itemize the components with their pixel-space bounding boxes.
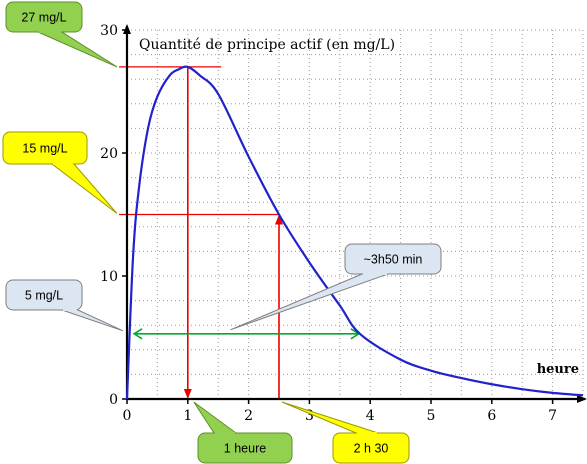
y-tick-label: 0 (109, 392, 118, 408)
callout-box (5, 279, 83, 311)
concentration-curve (125, 65, 584, 400)
callout-pointer (193, 401, 238, 434)
y-tick-label: 10 (100, 269, 118, 285)
callout-label: 2 h 30 (354, 442, 389, 456)
x-tick-label: 6 (487, 408, 496, 424)
x-tick-label: 2 (244, 408, 253, 424)
callout-pointer (281, 401, 379, 434)
grid (126, 29, 584, 400)
callout-duration: ~3h50 min (230, 243, 442, 331)
y-tick-label: 20 (100, 146, 118, 162)
x-tick-label: 4 (366, 408, 375, 424)
x-tick-label: 7 (548, 408, 557, 424)
callout-box (344, 243, 442, 275)
callout-label: 27 mg/L (21, 11, 66, 25)
x-tick-label: 5 (427, 408, 436, 424)
y-axis-arrowhead (123, 24, 131, 34)
callout-pointer (61, 309, 124, 332)
y-tick-label: 30 (100, 23, 118, 39)
callout-one-hour: 1 heure (193, 401, 293, 464)
curve-layer (125, 65, 584, 400)
callout-label: ~3h50 min (364, 253, 423, 267)
level-15-arrowhead (275, 214, 283, 225)
callout-pointer (50, 163, 118, 214)
axes: 0 1 2 3 4 5 6 7 0 10 20 30 Quantité de principe acti… (100, 23, 587, 424)
x-tick-label: 0 (123, 408, 132, 424)
x-tick-label: 1 (183, 408, 192, 424)
reference-lines (119, 66, 361, 399)
x-axis-arrowhead (577, 395, 587, 403)
callouts: 27 mg/L 15 mg/L 5 mg/L ~3h50 min 1 heure 2 h … (2, 1, 442, 464)
callout-5-mg: 5 mg/L (5, 279, 124, 332)
callout-label: 1 heure (224, 442, 266, 456)
callout-label: 5 mg/L (25, 289, 63, 303)
callout-box (197, 432, 293, 464)
callout-box (2, 131, 88, 165)
x-axis-title: heure (537, 362, 579, 377)
callout-27-mg: 27 mg/L (5, 1, 118, 68)
callout-15-mg: 15 mg/L (2, 131, 118, 214)
y-axis-title: Quantité de principe actif (en mg/L) (139, 37, 395, 53)
x-tick-label: 3 (305, 408, 314, 424)
callout-label: 15 mg/L (22, 142, 67, 156)
peak-arrowhead (183, 389, 192, 399)
callout-two-half-hours: 2 h 30 (281, 401, 410, 464)
duration-arrowhead-left (132, 328, 143, 340)
